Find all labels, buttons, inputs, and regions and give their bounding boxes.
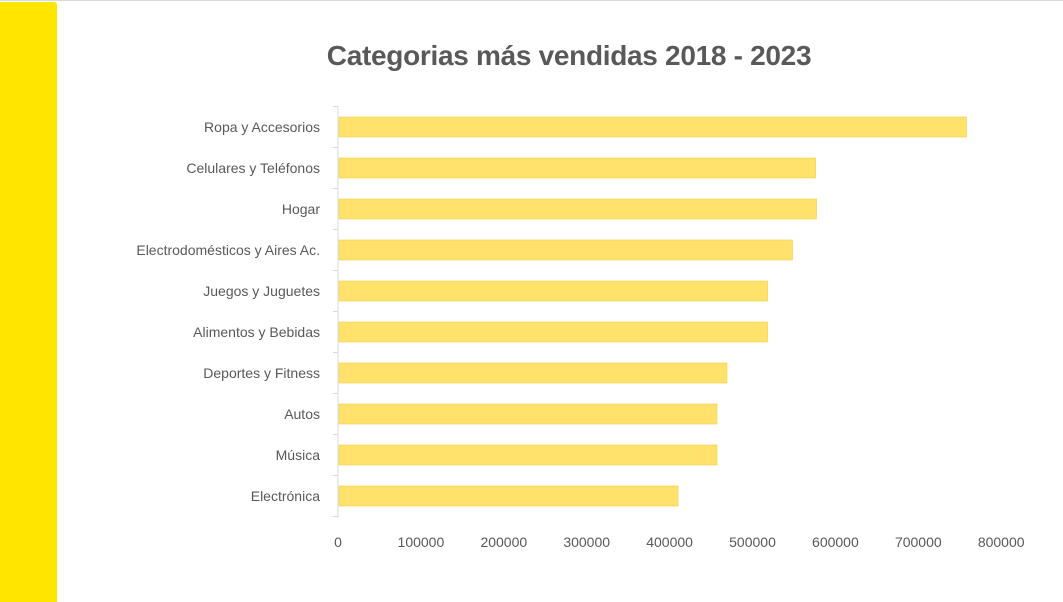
bar: [338, 280, 768, 302]
bar: [338, 362, 728, 384]
accent-sidebar: [0, 2, 57, 602]
bar: [338, 321, 768, 343]
category-label: Electrónica: [251, 488, 320, 504]
x-tick-label: 300000: [563, 534, 610, 550]
chart-title: Categorias más vendidas 2018 - 2023: [326, 40, 812, 71]
bar: [338, 198, 817, 220]
x-tick-label: 200000: [480, 534, 527, 550]
x-tick-label: 0: [334, 534, 342, 550]
top-border: [0, 0, 1063, 1]
x-tick-label: 100000: [398, 534, 445, 550]
x-tick-label: 500000: [729, 534, 776, 550]
x-tick-label: 400000: [646, 534, 693, 550]
bar: [338, 485, 679, 507]
category-label: Ropa y Accesorios: [204, 119, 320, 135]
bar: [338, 239, 793, 261]
category-label: Alimentos y Bebidas: [193, 324, 320, 340]
bar: [338, 116, 967, 138]
category-label: Juegos y Juguetes: [203, 283, 320, 299]
x-tick-label: 600000: [812, 534, 859, 550]
bar: [338, 444, 718, 466]
category-label: Celulares y Teléfonos: [186, 160, 320, 176]
category-label: Autos: [284, 406, 320, 422]
category-label: Música: [276, 447, 321, 463]
category-label: Electrodomésticos y Aires Ac.: [136, 242, 320, 258]
x-tick-label: 800000: [978, 534, 1025, 550]
bar: [338, 157, 816, 179]
category-label: Hogar: [282, 201, 320, 217]
category-label: Deportes y Fitness: [203, 365, 320, 381]
x-tick-label: 700000: [895, 534, 942, 550]
bar: [338, 403, 718, 425]
